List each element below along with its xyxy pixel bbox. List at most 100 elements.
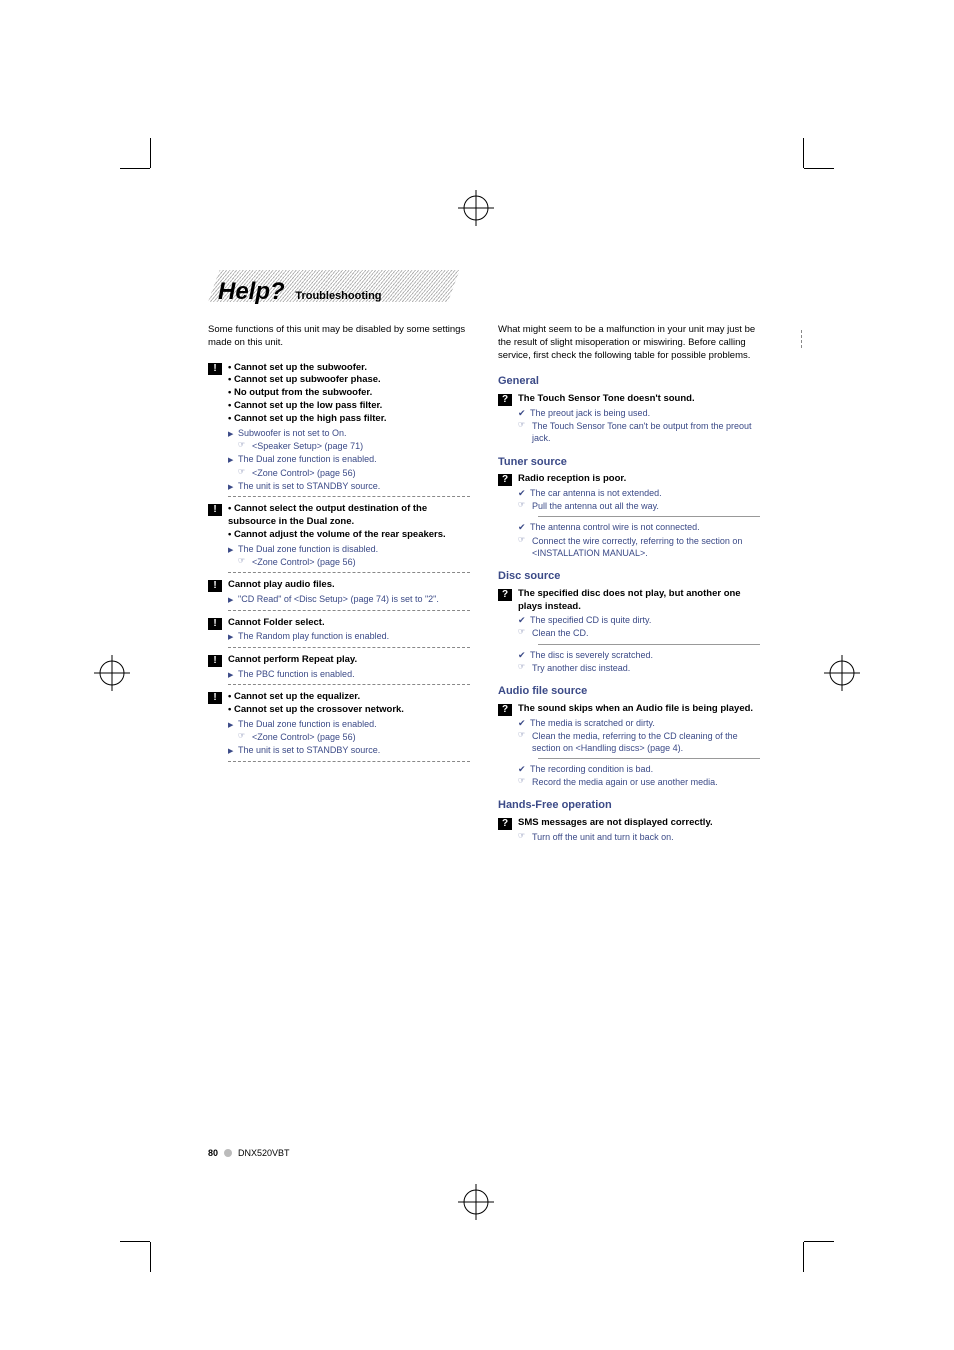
check-icon: [518, 487, 530, 499]
check-icon: [518, 763, 530, 775]
cause-text: The unit is set to STANDBY source.: [238, 480, 470, 492]
question-title: The specified disc does not play, but an…: [518, 588, 760, 614]
pointer-icon: [518, 776, 532, 788]
page-footer: 80 DNX520VBT: [208, 1148, 290, 1158]
answer-text: The recording condition is bad.: [530, 763, 760, 775]
cause-line: The Dual zone function is enabled.: [228, 718, 470, 730]
answer-text: Pull the antenna out all the way.: [532, 500, 760, 512]
item-title: Cannot play audio files.: [228, 579, 470, 592]
section-heading: Disc source: [498, 569, 760, 584]
item-body: Cannot Folder select.The Random play fun…: [228, 617, 470, 643]
title-main: Help?: [218, 278, 285, 305]
crop-line: [803, 1242, 804, 1272]
answer-text: The Touch Sensor Tone can't be output fr…: [532, 420, 760, 444]
item-body: Cannot perform Repeat play.The PBC funct…: [228, 654, 470, 680]
check-icon: [518, 521, 530, 533]
answer-text: Try another disc instead.: [532, 662, 760, 674]
item-title: Cannot perform Repeat play.: [228, 654, 470, 667]
answer-line: The antenna control wire is not connecte…: [518, 521, 760, 533]
right-intro: What might seem to be a malfunction in y…: [498, 324, 760, 362]
cause-text: <Zone Control> (page 56): [252, 556, 470, 568]
item-title: • Cannot select the output destination o…: [228, 503, 470, 529]
item-title: • Cannot set up the subwoofer.: [228, 362, 470, 375]
cause-line: <Zone Control> (page 56): [228, 731, 470, 743]
question-title: SMS messages are not displayed correctly…: [518, 817, 760, 830]
exclaim-badge-icon: !: [208, 618, 222, 630]
dashed-separator: [228, 647, 470, 648]
question-item: ? The sound skips when an Audio file is b…: [498, 703, 760, 789]
reg-mark-right: [824, 655, 860, 691]
answer-text: Connect the wire correctly, referring to…: [532, 535, 760, 559]
title-band: Help? Troubleshooting: [208, 278, 760, 306]
footer-dot-icon: [224, 1149, 232, 1157]
dashed-separator: [228, 496, 470, 497]
pointer-icon: [238, 440, 252, 452]
answer-line: The recording condition is bad.: [518, 763, 760, 775]
answer-line: Clean the CD.: [518, 627, 760, 639]
item-body: • Cannot select the output destination o…: [228, 503, 470, 568]
reg-mark-top: [458, 190, 494, 226]
cause-text: "CD Read" of <Disc Setup> (page 74) is s…: [238, 593, 470, 605]
answer-text: The antenna control wire is not connecte…: [530, 521, 760, 533]
triangle-icon: [228, 543, 238, 555]
trouble-item: !• Cannot set up the subwoofer.• Cannot …: [208, 362, 470, 493]
title-sub: Troubleshooting: [295, 290, 381, 302]
cause-line: The unit is set to STANDBY source.: [228, 480, 470, 492]
exclaim-badge-icon: !: [208, 580, 222, 592]
crop-line: [150, 1242, 151, 1272]
pointer-icon: [518, 627, 532, 639]
right-column: What might seem to be a malfunction in y…: [498, 324, 760, 845]
cause-text: Subwoofer is not set to On.: [238, 427, 470, 439]
trouble-item: !• Cannot select the output destination …: [208, 503, 470, 568]
item-title: • Cannot set up the equalizer.: [228, 691, 470, 704]
answer-line: The preout jack is being used.: [518, 407, 760, 419]
pointer-icon: [518, 730, 532, 754]
question-title: The Touch Sensor Tone doesn't sound.: [518, 393, 760, 406]
crop-line: [804, 168, 834, 169]
cause-text: <Speaker Setup> (page 71): [252, 440, 470, 452]
trouble-item: ! Cannot perform Repeat play.The PBC func…: [208, 654, 470, 680]
answer-line: Record the media again or use another me…: [518, 776, 760, 788]
answer-text: The preout jack is being used.: [530, 407, 760, 419]
dashed-separator: [228, 572, 470, 573]
item-title: • Cannot set up the low pass filter.: [228, 400, 470, 413]
triangle-icon: [228, 427, 238, 439]
cause-text: <Zone Control> (page 56): [252, 467, 470, 479]
answer-line: Connect the wire correctly, referring to…: [518, 535, 760, 559]
cause-line: The Random play function is enabled.: [228, 630, 470, 642]
question-body: The sound skips when an Audio file is be…: [518, 703, 760, 789]
exclaim-badge-icon: !: [208, 655, 222, 667]
cause-line: <Zone Control> (page 56): [228, 467, 470, 479]
triangle-icon: [228, 744, 238, 756]
trouble-item: ! Cannot play audio files."CD Read" of <D…: [208, 579, 470, 605]
cause-text: The Dual zone function is enabled.: [238, 453, 470, 465]
triangle-icon: [228, 630, 238, 642]
check-icon: [518, 717, 530, 729]
item-title: • Cannot set up the high pass filter.: [228, 413, 470, 426]
thin-separator: [538, 644, 760, 645]
cause-text: The unit is set to STANDBY source.: [238, 744, 470, 756]
crop-line: [120, 168, 150, 169]
answer-line: Clean the media, referring to the CD cle…: [518, 730, 760, 754]
question-badge-icon: ?: [498, 474, 512, 486]
question-badge-icon: ?: [498, 818, 512, 830]
check-icon: [518, 407, 530, 419]
cause-line: <Zone Control> (page 56): [228, 556, 470, 568]
question-title: The sound skips when an Audio file is be…: [518, 703, 760, 716]
side-crop-mark: [801, 330, 804, 348]
triangle-icon: [228, 718, 238, 730]
question-badge-icon: ?: [498, 704, 512, 716]
answer-line: The Touch Sensor Tone can't be output fr…: [518, 420, 760, 444]
footer-model: DNX520VBT: [238, 1148, 290, 1158]
item-title: Cannot Folder select.: [228, 617, 470, 630]
question-body: The Touch Sensor Tone doesn't sound.The …: [518, 393, 760, 444]
left-column: Some functions of this unit may be disab…: [208, 324, 470, 845]
reg-mark-left: [94, 655, 130, 691]
triangle-icon: [228, 480, 238, 492]
exclaim-badge-icon: !: [208, 692, 222, 704]
triangle-icon: [228, 453, 238, 465]
question-body: SMS messages are not displayed correctly…: [518, 817, 760, 843]
pointer-icon: [518, 535, 532, 559]
cause-text: The Random play function is enabled.: [238, 630, 470, 642]
section-heading: Hands-Free operation: [498, 798, 760, 813]
